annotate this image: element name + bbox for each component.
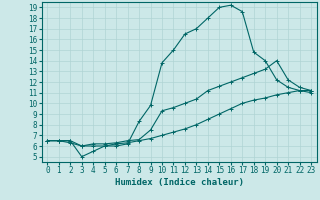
X-axis label: Humidex (Indice chaleur): Humidex (Indice chaleur): [115, 178, 244, 187]
